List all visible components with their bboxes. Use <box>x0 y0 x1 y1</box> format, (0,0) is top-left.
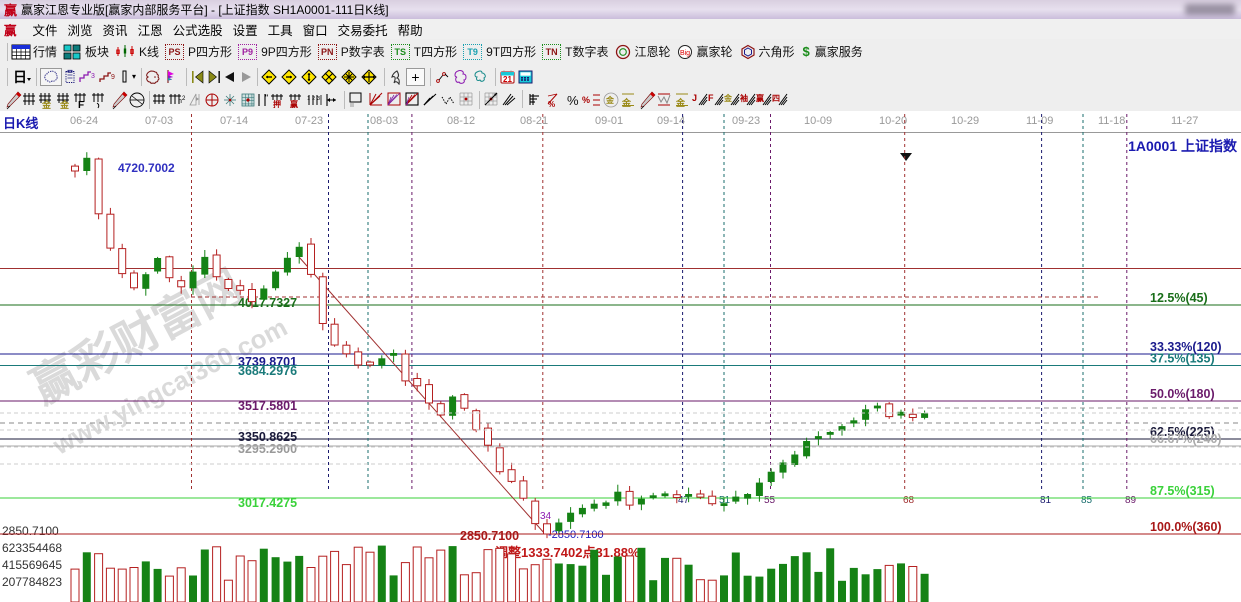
svg-text:袖: 袖 <box>740 93 748 103</box>
svg-text:%: % <box>582 95 590 105</box>
svg-text:Big: Big <box>680 50 690 57</box>
svg-text:金: 金 <box>675 97 686 108</box>
svg-text:50.0%(180): 50.0%(180) <box>1150 387 1215 401</box>
svg-text:金: 金 <box>605 95 615 105</box>
svg-text:赢: 赢 <box>756 93 764 103</box>
svg-text:1: 1 <box>307 96 310 102</box>
svg-text:2: 2 <box>312 96 315 102</box>
svg-text:日: 日 <box>13 69 27 85</box>
svg-text:3: 3 <box>317 96 320 102</box>
svg-text:金: 金 <box>59 99 70 109</box>
svg-text:87.5%(315): 87.5%(315) <box>1150 484 1215 498</box>
svg-text:'': '' <box>265 93 269 103</box>
svg-text:四: 四 <box>772 94 780 103</box>
svg-text:F: F <box>78 100 84 109</box>
svg-text:21: 21 <box>503 75 512 84</box>
svg-text:金: 金 <box>41 99 52 109</box>
svg-text:3: 3 <box>91 73 95 80</box>
svg-text:%: % <box>548 100 555 108</box>
svg-text:66.67%(240): 66.67%(240) <box>1150 432 1222 446</box>
svg-text:金: 金 <box>621 97 632 108</box>
svg-text:9: 9 <box>111 74 115 81</box>
svg-text:押: 押 <box>273 99 281 108</box>
svg-text:J: J <box>692 93 697 103</box>
svg-text:37.5%(135): 37.5%(135) <box>1150 352 1215 366</box>
svg-text:100.0%(360): 100.0%(360) <box>1150 520 1222 534</box>
svg-text:2: 2 <box>182 96 186 102</box>
svg-text:赢: 赢 <box>290 99 298 108</box>
svg-text:金: 金 <box>724 93 733 103</box>
svg-text:12.5%(45): 12.5%(45) <box>1150 291 1208 305</box>
svg-text:F: F <box>708 93 714 103</box>
